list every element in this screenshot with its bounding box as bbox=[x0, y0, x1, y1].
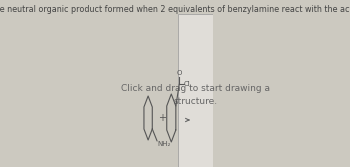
Text: Draw the structure of the neutral organic product formed when 2 equivalents of b: Draw the structure of the neutral organi… bbox=[0, 5, 350, 14]
Text: Click and drag to start drawing a
structure.: Click and drag to start drawing a struct… bbox=[121, 84, 270, 106]
Text: O: O bbox=[177, 70, 182, 76]
Text: Cl: Cl bbox=[184, 81, 191, 87]
Text: +: + bbox=[158, 113, 166, 123]
FancyBboxPatch shape bbox=[178, 14, 213, 167]
Text: NH₂: NH₂ bbox=[158, 141, 171, 147]
